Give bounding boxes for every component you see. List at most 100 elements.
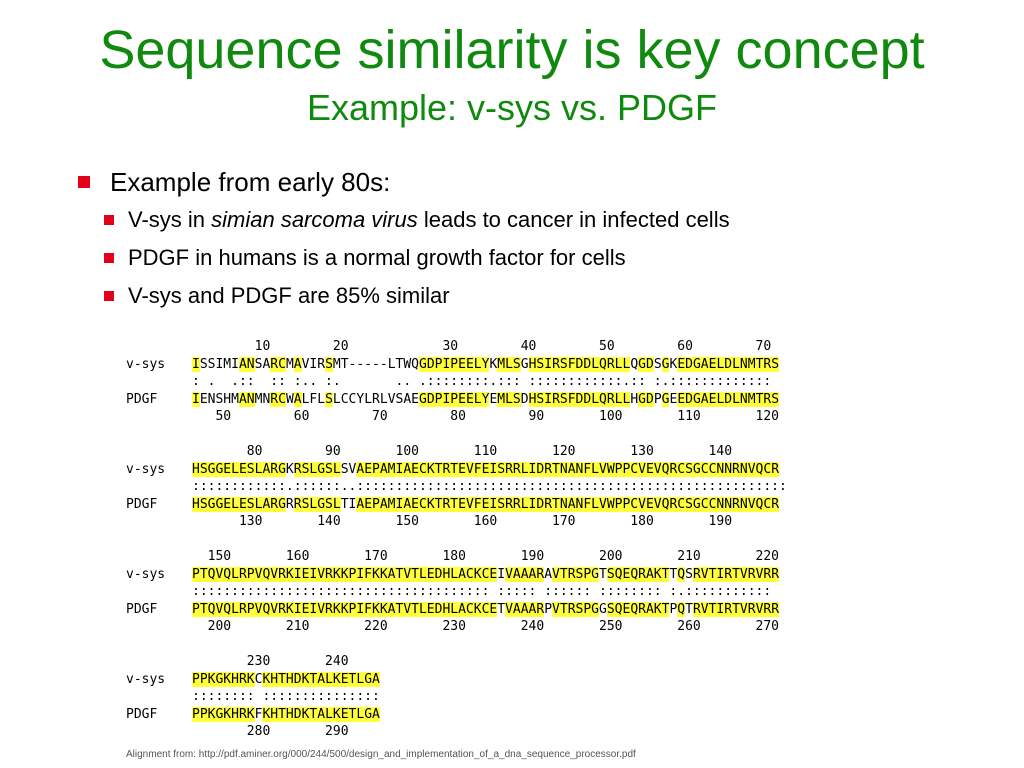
identical-residues: MLS xyxy=(497,356,521,372)
block-3-match-line: :::::::::::::::::::::::::::::::::::::: :… xyxy=(192,584,772,599)
residues: SA xyxy=(254,356,271,372)
sub-bullet-2: PDGF in humans is a normal growth factor… xyxy=(104,244,626,272)
identical-residues: G xyxy=(661,391,670,407)
label-v-sys: v-sys xyxy=(126,356,166,372)
identical-residues: GD xyxy=(638,391,654,407)
identical-residues: MLS xyxy=(497,391,521,407)
residues: T xyxy=(669,566,678,582)
sub-bullet-text: PDGF in humans is a normal growth factor… xyxy=(128,245,626,270)
identical-residues: AN xyxy=(238,356,255,372)
alignment-source-footnote: Alignment from: http://pdf.aminer.org/00… xyxy=(126,749,636,760)
residues: K xyxy=(669,356,678,372)
label-v-sys: v-sys xyxy=(126,461,166,477)
residues: K xyxy=(285,461,294,477)
residues: S xyxy=(653,356,662,372)
bullet-main: Example from early 80s: xyxy=(78,166,390,198)
residues: P xyxy=(544,601,553,617)
block-1-bottom-numbers: 50 60 70 80 90 100 110 120 xyxy=(192,409,779,424)
residues: ENSHM xyxy=(199,391,239,407)
block-4-top-numbers: 230 240 xyxy=(192,654,349,669)
identical-residues: Q xyxy=(677,601,686,617)
residues: R xyxy=(285,496,294,512)
residues: E xyxy=(669,391,678,407)
identical-residues: VTRSPG xyxy=(552,566,600,582)
block-3-v-sys-sequence: PTQVQLRPVQVRKIEIVRKKPIFKKATVTLEDHLACKCEI… xyxy=(192,566,780,584)
sub-bullet-text: V-sys in simian sarcoma virus leads to c… xyxy=(128,206,730,234)
identical-residues: A xyxy=(293,356,302,372)
identical-residues: KHTHDKTALKETLGA xyxy=(262,671,380,687)
block-1-match-line: : . .:: :: :.. :. .. .::::::::.::: :::::… xyxy=(192,374,772,389)
residues: T xyxy=(685,601,693,617)
sub-bullet-3: V-sys and PDGF are 85% similar xyxy=(104,282,450,310)
residues: P xyxy=(669,601,678,617)
identical-residues: GDPIPEELY xyxy=(419,356,490,372)
block-4-bottom-numbers: 280 290 xyxy=(192,724,349,739)
identical-residues: VTRSPG xyxy=(552,601,600,617)
residues: SSIMI xyxy=(199,356,239,372)
bullet-square-icon xyxy=(104,291,114,301)
identical-residues: PTQVQLRPVQVRKIEIVRKKPIFKKATVTLEDHLACKCE xyxy=(192,566,498,582)
block-4-v-sys-sequence: PPKGKHRKCKHTHDKTALKETLGA xyxy=(192,671,380,689)
identical-residues: RSLGSL xyxy=(293,496,341,512)
identical-residues: PPKGKHRK xyxy=(192,706,255,722)
residues: G xyxy=(599,601,607,617)
residues: P xyxy=(653,391,662,407)
residues: C xyxy=(254,671,263,687)
block-1-pdgf-sequence: IENSHMANMNRCWALFLSLCCYLRLVSAEGDPIPEELYEM… xyxy=(192,391,780,409)
sub-bullet-text: V-sys and PDGF are 85% similar xyxy=(128,283,450,308)
sub-bullet-post: leads to cancer in infected cells xyxy=(417,207,730,232)
residues: S xyxy=(685,566,693,582)
identical-residues: HSGGELESLARG xyxy=(192,496,286,512)
block-1-v-sys-sequence: ISSIMIANSARCMAVIRSMT-----LTWQGDPIPEELYKM… xyxy=(192,356,780,374)
block-2-match-line: ::::::::::::.::::::..:::::::::::::::::::… xyxy=(192,479,787,494)
identical-residues: Q xyxy=(677,566,686,582)
label-pdgf: PDGF xyxy=(126,706,158,722)
sub-bullet-1: V-sys in simian sarcoma virus leads to c… xyxy=(104,206,730,234)
residues: Q xyxy=(630,356,639,372)
identical-residues: AEPAMIAECKTRTEVFEISRRLIDRTNANFLVWPPCVEVQ… xyxy=(356,461,780,477)
identical-residues: HSIRSFDDLQRLL xyxy=(528,356,631,372)
identical-residues: GDPIPEELY xyxy=(419,391,490,407)
identical-residues: G xyxy=(661,356,670,372)
label-pdgf: PDGF xyxy=(126,601,158,617)
block-2-pdgf-sequence: HSGGELESLARGRRSLGSLTIAEPAMIAECKTRTEVFEIS… xyxy=(192,496,780,514)
identical-residues: RVTIRTVRVRR xyxy=(692,566,780,582)
residues: MT-----LTWQ xyxy=(332,356,419,372)
identical-residues: I xyxy=(192,356,200,372)
block-3-pdgf-sequence: PTQVQLRPVQVRKIEIVRKKPIFKKATVTLEDHLACKCET… xyxy=(192,601,780,619)
identical-residues: S xyxy=(325,356,333,372)
slide-title: Sequence similarity is key concept xyxy=(99,20,925,80)
sub-bullet-italic: simian sarcoma virus xyxy=(211,207,418,232)
block-4-pdgf-sequence: PPKGKHRKFKHTHDKTALKETLGA xyxy=(192,706,380,724)
bullet-square-icon xyxy=(104,215,114,225)
residues: I xyxy=(497,566,506,582)
residues: G xyxy=(520,356,529,372)
identical-residues: VAAAR xyxy=(505,601,545,617)
residues: K xyxy=(489,356,498,372)
bullet-square-icon xyxy=(104,253,114,263)
identical-residues: PPKGKHRK xyxy=(192,671,255,687)
identical-residues: A xyxy=(293,391,302,407)
identical-residues: EDGAELDLNMTRS xyxy=(677,391,780,407)
identical-residues: SQEQRAKT xyxy=(606,566,670,582)
residues: E xyxy=(489,391,498,407)
residues: LFL xyxy=(301,391,326,407)
sequence-alignment: 10 20 30 40 50 60 70 v-sys ISSIMIANSARCM… xyxy=(126,338,896,739)
sub-bullet-pre: V-sys in xyxy=(128,207,212,232)
residues: SV xyxy=(340,461,357,477)
block-2-bottom-numbers: 130 140 150 160 170 180 190 xyxy=(192,514,733,529)
residues: LCCYLRLVSAE xyxy=(332,391,419,407)
residues: W xyxy=(285,391,294,407)
residues: T xyxy=(497,601,506,617)
identical-residues: HSGGELESLARG xyxy=(192,461,286,477)
residues: A xyxy=(544,566,553,582)
block-3-bottom-numbers: 200 210 220 230 240 250 260 270 xyxy=(192,619,779,634)
residues: TI xyxy=(340,496,357,512)
identical-residues: EDGAELDLNMTRS xyxy=(677,356,780,372)
identical-residues: I xyxy=(192,391,200,407)
identical-residues: S xyxy=(325,391,333,407)
identical-residues: SQEQRAKT xyxy=(606,601,670,617)
identical-residues: KHTHDKTALKETLGA xyxy=(262,706,380,722)
label-pdgf: PDGF xyxy=(126,496,158,512)
label-v-sys: v-sys xyxy=(126,671,166,687)
